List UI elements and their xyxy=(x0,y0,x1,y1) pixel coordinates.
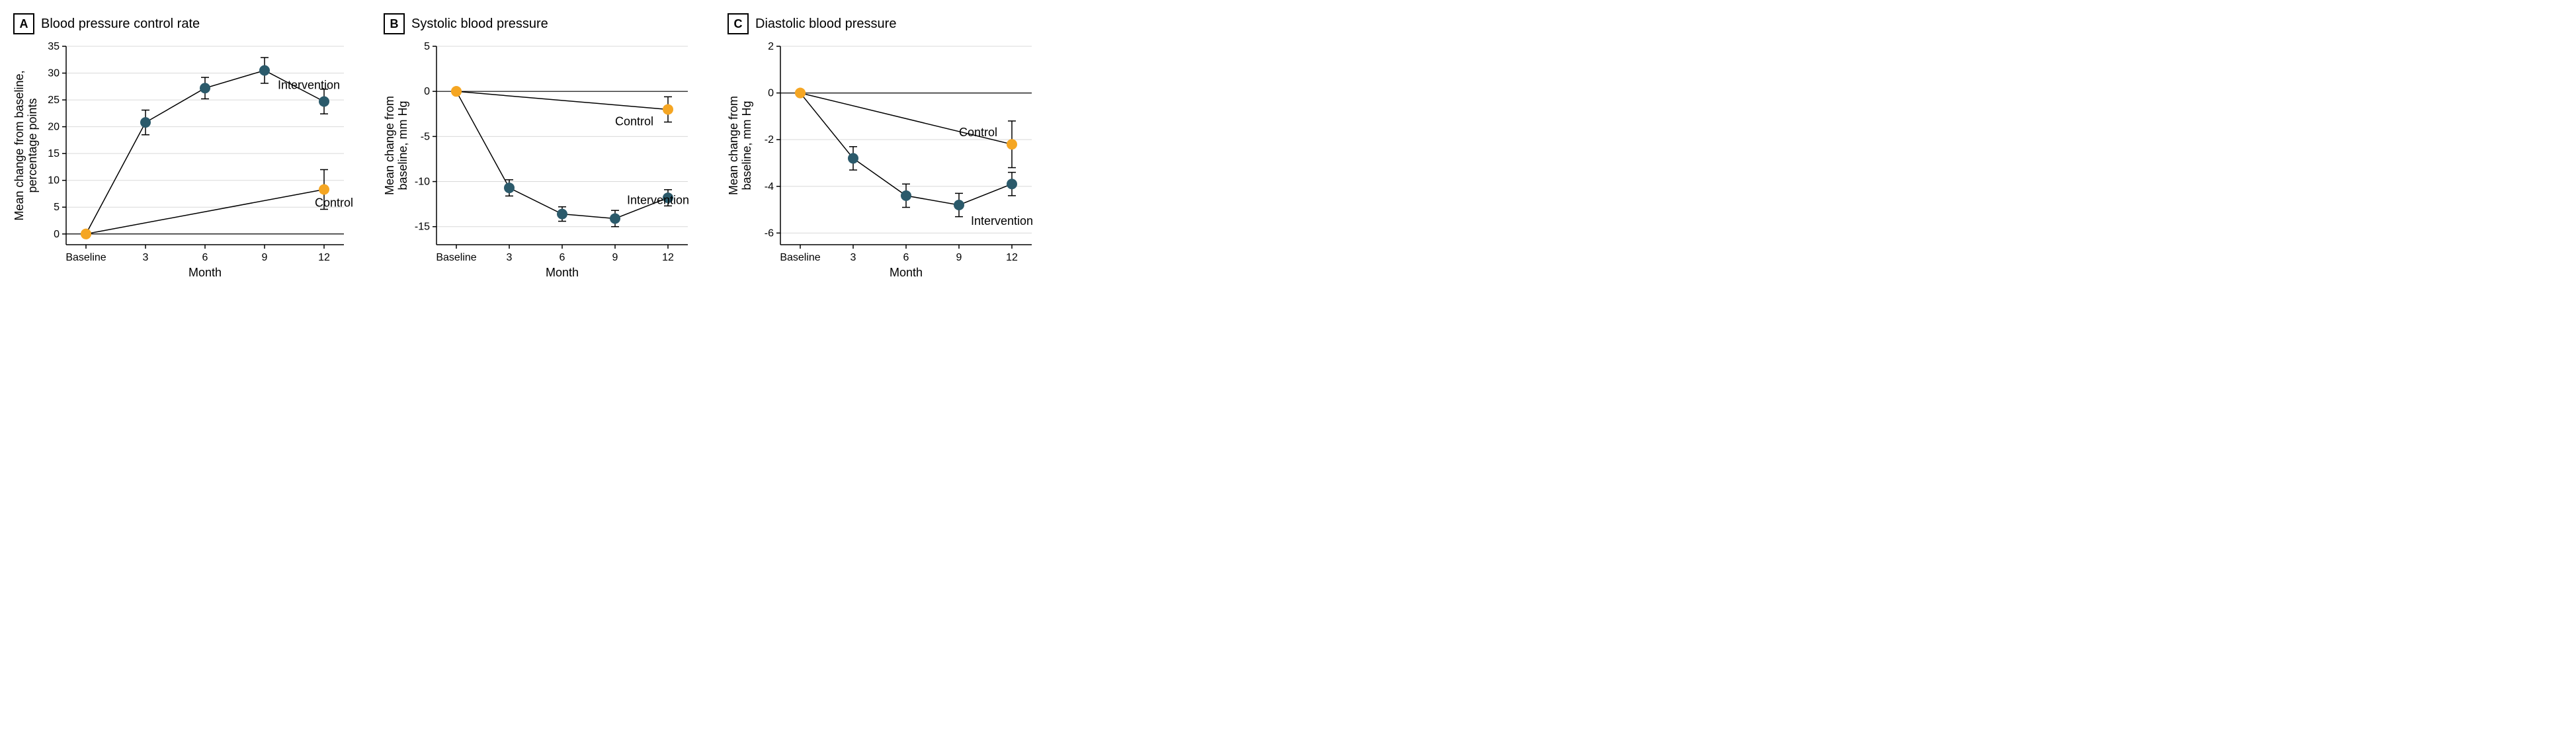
y-tick-label: -5 xyxy=(421,131,430,142)
y-tick-label: 30 xyxy=(48,68,60,79)
x-tick-label: 3 xyxy=(851,252,856,263)
panel-title: Diastolic blood pressure xyxy=(755,17,896,32)
y-axis-label: Mean change frombaseline, mm Hg xyxy=(727,96,753,195)
y-tick-label: 5 xyxy=(424,41,430,52)
y-tick-label: 0 xyxy=(424,86,430,97)
y-tick-label: 2 xyxy=(768,41,774,52)
y-tick-label: 0 xyxy=(768,88,774,99)
panel-header: C Diastolic blood pressure xyxy=(727,13,1045,34)
data-marker xyxy=(319,97,329,107)
y-tick-label: 10 xyxy=(48,175,60,186)
data-marker xyxy=(848,153,858,163)
data-marker xyxy=(451,86,462,97)
chart-svg: -6 -4 -2 0 2 Baseline 3 6 9 12 Month Mean change fr… xyxy=(727,40,1045,284)
x-axis-label: Month xyxy=(546,266,579,279)
series-label: Intervention xyxy=(278,78,340,91)
y-tick-label: 0 xyxy=(54,229,60,240)
data-marker xyxy=(663,104,673,114)
data-marker xyxy=(1007,139,1017,149)
x-tick-label: 3 xyxy=(143,252,149,263)
data-marker xyxy=(81,229,91,239)
panel-title: Systolic blood pressure xyxy=(411,17,548,32)
panel-header: A Blood pressure control rate xyxy=(13,13,357,34)
x-tick-label: 12 xyxy=(318,252,330,263)
y-tick-label: 5 xyxy=(54,202,60,213)
x-axis-label: Month xyxy=(188,266,222,279)
y-axis-label: Mean change from baseline,percentage poi… xyxy=(13,70,39,220)
series-label: Control xyxy=(959,126,997,139)
data-marker xyxy=(140,117,151,128)
y-tick-label: -10 xyxy=(415,177,430,188)
y-tick-label: 35 xyxy=(48,41,60,52)
x-tick-label: Baseline xyxy=(65,252,106,263)
series-line xyxy=(86,189,324,233)
x-tick-label: 6 xyxy=(560,252,565,263)
series-label: Control xyxy=(315,196,353,209)
series-label: Intervention xyxy=(971,214,1033,227)
data-marker xyxy=(954,200,964,210)
figure-panels: ABlood pressure control rate051015202530… xyxy=(13,13,2563,284)
series-line xyxy=(456,91,668,109)
panel-a: A Blood pressure control rate 0 5 10 15 20 25 30… xyxy=(13,13,357,284)
x-tick-label: 6 xyxy=(202,252,208,263)
data-marker xyxy=(259,65,270,75)
series-label: Intervention xyxy=(627,193,689,206)
x-tick-label: 12 xyxy=(662,252,674,263)
data-marker xyxy=(200,83,210,93)
x-tick-label: 6 xyxy=(903,252,909,263)
panel-header: B Systolic blood pressure xyxy=(384,13,701,34)
chart-svg: -15 -10 -5 0 5 Baseline 3 6 9 12 Month Mean change … xyxy=(384,40,701,284)
x-tick-label: 12 xyxy=(1006,252,1018,263)
series-label: Control xyxy=(615,114,653,128)
y-tick-label: -2 xyxy=(765,134,774,145)
y-tick-label: 20 xyxy=(48,122,60,133)
data-marker xyxy=(1007,179,1017,189)
x-axis-label: Month xyxy=(890,266,923,279)
data-marker xyxy=(504,183,515,193)
panel-letter: C xyxy=(727,13,749,34)
panel-letter: A xyxy=(13,13,34,34)
x-tick-label: 9 xyxy=(612,252,618,263)
data-marker xyxy=(901,190,911,201)
chart-svg: 0 5 10 15 20 25 30 35 Baseline 3 6 9 12 Month Mean cha… xyxy=(13,40,357,284)
y-tick-label: 25 xyxy=(48,95,60,106)
y-tick-label: 15 xyxy=(48,148,60,159)
y-tick-label: -15 xyxy=(415,222,430,233)
panel-title: Blood pressure control rate xyxy=(41,17,200,32)
panel-letter: B xyxy=(384,13,405,34)
data-marker xyxy=(610,213,620,224)
x-tick-label: 9 xyxy=(262,252,268,263)
panel-c: C Diastolic blood pressure -6 -4 -2 0 2 Baselin… xyxy=(727,13,1045,284)
x-tick-label: Baseline xyxy=(436,252,476,263)
data-marker xyxy=(557,209,567,220)
data-marker xyxy=(795,88,806,99)
y-tick-label: -4 xyxy=(765,181,774,192)
x-tick-label: 9 xyxy=(956,252,962,263)
data-marker xyxy=(319,184,329,194)
x-tick-label: Baseline xyxy=(780,252,820,263)
y-axis-label: Mean change frombaseline, mm Hg xyxy=(384,96,409,195)
x-tick-label: 3 xyxy=(507,252,513,263)
panel-b: B Systolic blood pressure -15 -10 -5 0 5 Baseli… xyxy=(384,13,701,284)
y-tick-label: -6 xyxy=(765,227,774,239)
